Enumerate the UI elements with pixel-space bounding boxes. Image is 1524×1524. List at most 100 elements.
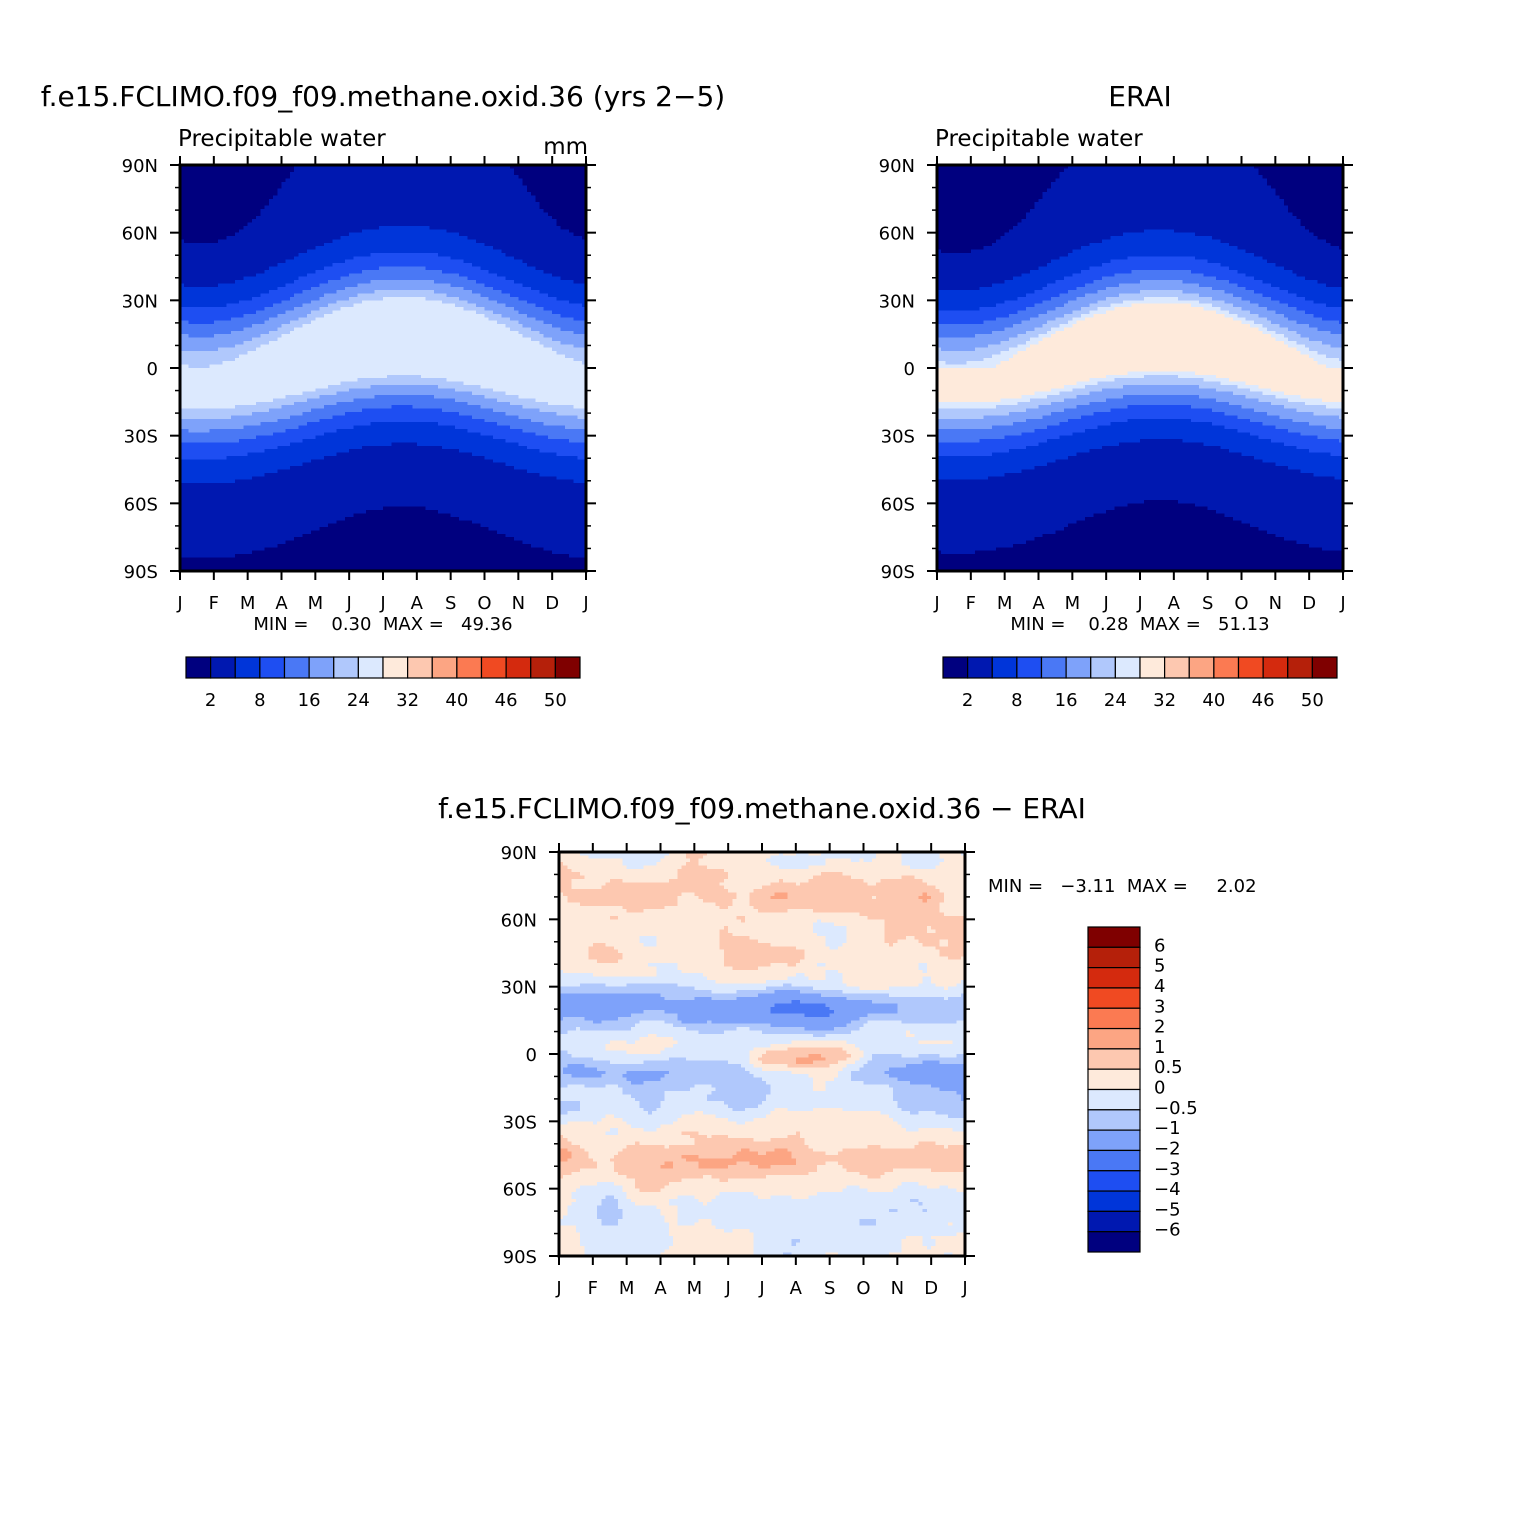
model-cell bbox=[446, 219, 452, 224]
model-cell bbox=[569, 225, 574, 230]
model-cell bbox=[260, 185, 266, 190]
model-cell bbox=[569, 205, 574, 210]
model-cell bbox=[205, 246, 211, 251]
model-cell bbox=[581, 205, 587, 210]
model-cell bbox=[344, 215, 350, 220]
model-cell bbox=[340, 232, 346, 237]
model-cell bbox=[234, 225, 240, 230]
model-cell bbox=[306, 249, 312, 254]
model-cell bbox=[514, 198, 519, 203]
model-cell bbox=[273, 236, 278, 241]
model-cell bbox=[459, 212, 464, 217]
model-cell bbox=[471, 212, 477, 217]
model-cell bbox=[488, 181, 494, 186]
model-cell bbox=[404, 215, 409, 220]
model-cell bbox=[192, 276, 198, 281]
model-cell bbox=[463, 165, 469, 169]
model-cell bbox=[247, 212, 253, 217]
model-cell bbox=[471, 195, 477, 200]
model-cell bbox=[522, 188, 528, 193]
model-cell bbox=[230, 192, 236, 197]
model-cell bbox=[387, 188, 393, 193]
model-cell bbox=[471, 236, 477, 241]
model-cell bbox=[226, 236, 232, 241]
model-cell bbox=[471, 198, 477, 203]
model-cell bbox=[285, 239, 291, 244]
model-cell bbox=[230, 266, 236, 271]
model-cell bbox=[289, 320, 295, 325]
model-cell bbox=[332, 219, 338, 224]
model-cell bbox=[450, 320, 456, 325]
model-cell bbox=[281, 219, 287, 224]
model-cell bbox=[518, 252, 524, 257]
model-cell bbox=[230, 239, 236, 244]
model-cell bbox=[454, 215, 460, 220]
model-cell bbox=[370, 310, 376, 315]
model-cell bbox=[429, 195, 435, 200]
model-cell bbox=[433, 175, 439, 180]
model-cell bbox=[463, 242, 469, 247]
model-cell bbox=[514, 330, 519, 335]
model-cell bbox=[332, 195, 338, 200]
model-cell bbox=[433, 256, 439, 261]
model-cell bbox=[289, 222, 295, 227]
model-cell bbox=[569, 280, 574, 285]
model-cell bbox=[315, 168, 321, 173]
model-cell bbox=[209, 239, 215, 244]
model-cell bbox=[581, 232, 587, 237]
model-cell bbox=[289, 290, 295, 295]
model-cell bbox=[404, 273, 409, 278]
model-cell bbox=[226, 202, 232, 207]
model-cell bbox=[260, 215, 266, 220]
model-cell bbox=[484, 256, 490, 261]
model-cell bbox=[239, 192, 245, 197]
model-cell bbox=[239, 239, 245, 244]
model-cell bbox=[463, 249, 469, 254]
model-cell bbox=[340, 300, 346, 305]
model-cell bbox=[488, 175, 494, 180]
model-cell bbox=[184, 320, 190, 325]
model-cell bbox=[492, 290, 498, 295]
model-cell bbox=[450, 222, 456, 227]
model-cell bbox=[188, 195, 194, 200]
model-cell bbox=[311, 269, 316, 274]
model-cell bbox=[285, 236, 291, 241]
model-cell bbox=[501, 178, 507, 183]
model-cell bbox=[412, 300, 418, 305]
model-cell bbox=[531, 320, 536, 325]
model-cell bbox=[564, 168, 570, 173]
model-cell bbox=[497, 171, 503, 176]
model-cell bbox=[289, 229, 295, 234]
model-cell bbox=[196, 236, 202, 241]
model-cell bbox=[218, 198, 223, 203]
model-cell bbox=[539, 249, 545, 254]
model-cell bbox=[251, 269, 257, 274]
model-cell bbox=[408, 195, 414, 200]
model-cell bbox=[218, 276, 223, 281]
model-cell bbox=[429, 239, 435, 244]
model-cell bbox=[459, 175, 464, 180]
model-cell bbox=[336, 310, 342, 315]
model-cell bbox=[180, 175, 185, 180]
model-cell bbox=[289, 249, 295, 254]
model-cell bbox=[437, 198, 443, 203]
model-cell bbox=[471, 185, 477, 190]
model-cell bbox=[184, 225, 190, 230]
model-cell bbox=[344, 178, 350, 183]
model-cell bbox=[404, 192, 409, 197]
model-cell bbox=[429, 269, 435, 274]
model-cell bbox=[294, 320, 300, 325]
model-cell bbox=[196, 225, 202, 230]
model-cell bbox=[247, 310, 253, 315]
model-cell bbox=[560, 178, 566, 183]
model-cell bbox=[192, 273, 198, 278]
model-cell bbox=[222, 181, 228, 186]
model-cell bbox=[450, 259, 456, 264]
model-cell bbox=[281, 212, 287, 217]
model-cell bbox=[315, 178, 321, 183]
model-cell bbox=[404, 232, 409, 237]
model-cell bbox=[311, 320, 316, 325]
model-cell bbox=[226, 212, 232, 217]
model-cell bbox=[222, 276, 228, 281]
model-cell bbox=[196, 205, 202, 210]
